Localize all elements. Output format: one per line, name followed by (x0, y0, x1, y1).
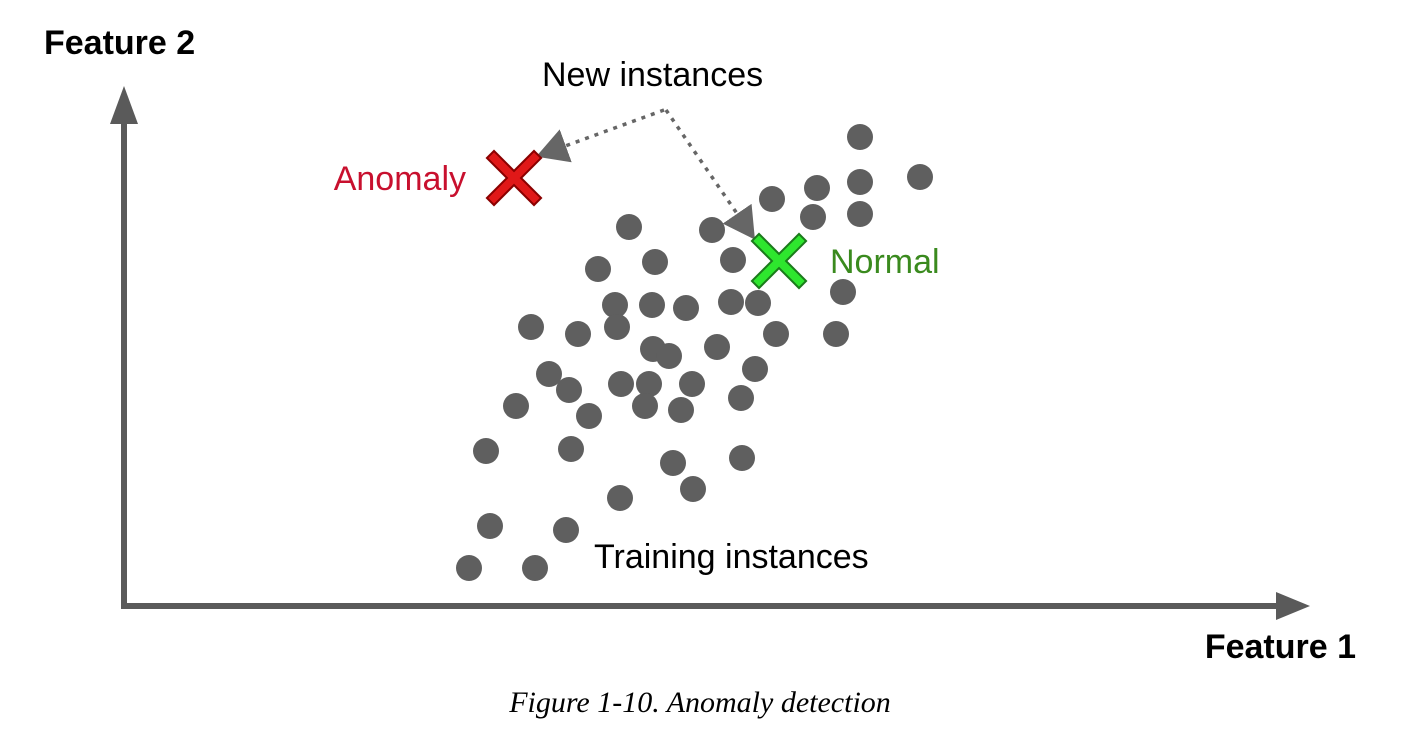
training-point (636, 371, 662, 397)
training-point (585, 256, 611, 282)
training-point (800, 204, 826, 230)
training-points (456, 124, 933, 581)
arrow-to-anomaly (536, 108, 665, 163)
training-point (602, 292, 628, 318)
training-point (656, 343, 682, 369)
training-point (616, 214, 642, 240)
training-point (763, 321, 789, 347)
training-point (907, 164, 933, 190)
training-point (830, 279, 856, 305)
training-point (679, 371, 705, 397)
axes (110, 86, 1310, 620)
training-point (823, 321, 849, 347)
training-point (847, 124, 873, 150)
training-point (718, 289, 744, 315)
training-point (673, 295, 699, 321)
figure-caption: Figure 1-10. Anomaly detection (508, 686, 891, 719)
training-point (668, 397, 694, 423)
training-point (804, 175, 830, 201)
training-point (456, 555, 482, 581)
training-point (604, 314, 630, 340)
training-point (607, 485, 633, 511)
training-point (745, 290, 771, 316)
new-instances-label: New instances (542, 56, 763, 94)
training-point (639, 292, 665, 318)
arrow-to-normal (664, 109, 755, 240)
training-point (576, 403, 602, 429)
training-point (536, 361, 562, 387)
y-axis-label: Feature 2 (44, 24, 195, 62)
training-point (847, 201, 873, 227)
training-point (699, 217, 725, 243)
x-axis-label: Feature 1 (1205, 628, 1356, 666)
training-point (565, 321, 591, 347)
training-point (680, 476, 706, 502)
training-point (759, 186, 785, 212)
training-point (473, 438, 499, 464)
training-point (522, 555, 548, 581)
training-point (847, 169, 873, 195)
training-point (518, 314, 544, 340)
new-instance-arrows (536, 108, 755, 240)
training-point (642, 249, 668, 275)
x-mark-icon (750, 232, 808, 290)
training-point (553, 517, 579, 543)
training-point (632, 393, 658, 419)
training-point (742, 356, 768, 382)
x-mark-icon (485, 149, 543, 207)
training-point (720, 247, 746, 273)
anomaly-label: Anomaly (334, 160, 466, 198)
y-axis-arrowhead (110, 86, 138, 124)
training-instances-label: Training instances (594, 538, 869, 576)
training-point (477, 513, 503, 539)
training-point (556, 377, 582, 403)
training-point (558, 436, 584, 462)
training-point (729, 445, 755, 471)
training-point (728, 385, 754, 411)
training-point (503, 393, 529, 419)
training-point (660, 450, 686, 476)
normal-label: Normal (830, 243, 940, 281)
x-axis-arrowhead (1276, 592, 1310, 620)
training-point (704, 334, 730, 360)
training-point (608, 371, 634, 397)
